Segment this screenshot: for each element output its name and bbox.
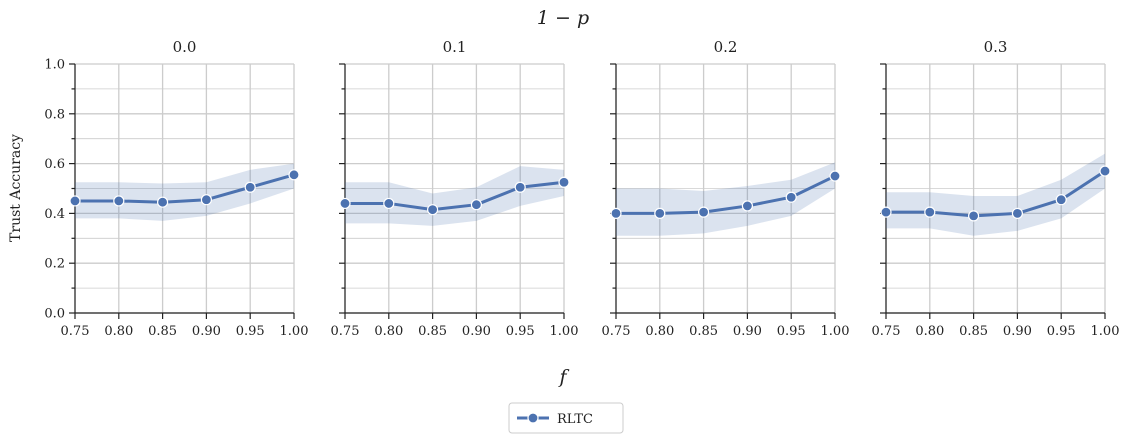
x-tick-label: 0.95 [506, 324, 535, 339]
x-tick-label: 0.85 [148, 324, 177, 339]
x-tick-label: 0.75 [872, 324, 901, 339]
series-line [75, 173, 295, 204]
legend-box [508, 402, 624, 434]
data-point [1011, 207, 1024, 219]
y-tick-label: 0.4 [44, 207, 65, 222]
confidence-band [75, 163, 294, 221]
data-point [514, 181, 526, 193]
data-point [967, 210, 980, 222]
y-tick-label: 0.0 [44, 307, 65, 322]
x-tick-label: 0.90 [1003, 324, 1032, 339]
panel-title: 0.1 [443, 38, 467, 56]
data-point [1055, 194, 1067, 206]
confidence-band [345, 166, 564, 226]
y-axis-label: Trust Accuracy [8, 134, 24, 242]
x-tick-label: 0.85 [418, 324, 447, 339]
suptitle: 1 − p [537, 7, 589, 29]
data-point [200, 194, 212, 206]
x-tick-label: 0.75 [331, 324, 360, 339]
data-point [470, 199, 482, 211]
x-tick-label: 0.85 [689, 324, 718, 339]
x-axis-label: f [557, 366, 569, 388]
x-tick-label: 0.95 [236, 324, 265, 339]
panel-title: 0.3 [984, 38, 1008, 56]
x-tick-label: 1.00 [821, 324, 850, 339]
legend-marker [527, 412, 539, 424]
data-point [697, 206, 710, 218]
panels: 0.0 0.0 0.2 0.4 0.6 0.8 1.0 0.75 0.80 0.85 0.90 0.9… [44, 38, 1119, 339]
data-point [741, 200, 754, 212]
y-tick-label: 0.8 [44, 107, 65, 122]
x-tick-label: 0.80 [645, 324, 674, 339]
x-tick-label: 1.00 [280, 324, 309, 339]
panel-title: 0.2 [714, 38, 738, 56]
panel-0: 0.0 0.0 0.2 0.4 0.6 0.8 1.0 0.75 0.80 0.85 0.90 0.9… [44, 38, 308, 339]
data-point [654, 207, 666, 219]
x-tick-label: 0.85 [959, 324, 988, 339]
data-point [113, 195, 125, 207]
x-tick-label: 0.95 [777, 324, 806, 339]
panel-title: 0.0 [173, 38, 197, 56]
panel-3: 0.3 0.75 0.80 0.85 0.90 0.95 1.00 [872, 38, 1120, 339]
data-point [427, 204, 439, 216]
x-tick-label: 0.95 [1047, 324, 1076, 339]
x-tick-label: 1.00 [550, 324, 579, 339]
y-tick-label: 0.2 [44, 257, 65, 272]
data-point [610, 207, 622, 219]
x-tick-label: 1.00 [1091, 324, 1120, 339]
data-point [785, 191, 797, 203]
data-point [244, 181, 256, 193]
data-point [558, 176, 570, 188]
panel-1: 0.1 0.75 0.80 0.85 0.90 0.95 1.00 [331, 38, 579, 339]
x-tick-label: 0.75 [602, 324, 631, 339]
y-tick-label: 1.0 [44, 58, 65, 73]
data-point [69, 195, 81, 207]
data-point [157, 196, 169, 208]
y-tick-label: 0.6 [44, 157, 65, 172]
data-point [924, 206, 936, 218]
x-tick-label: 0.90 [462, 324, 491, 339]
data-point [1099, 165, 1111, 177]
x-tick-label: 0.80 [374, 324, 403, 339]
legend-label: RLTC [557, 412, 593, 427]
data-point [880, 206, 892, 218]
confidence-band [886, 153, 1105, 236]
legend: RLTC [508, 402, 624, 434]
x-tick-label: 0.90 [733, 324, 762, 339]
x-tick-label: 0.90 [192, 324, 221, 339]
x-tick-label: 0.80 [915, 324, 944, 339]
series-line [345, 180, 565, 212]
confidence-band [616, 162, 835, 236]
data-point [288, 169, 300, 181]
data-point [829, 170, 841, 182]
x-tick-label: 0.80 [104, 324, 133, 339]
panel-2: 0.2 0.75 0.80 0.85 0.90 0.95 1.00 [602, 38, 850, 339]
series-line [886, 169, 1106, 218]
data-point [339, 197, 351, 210]
series-line [616, 174, 836, 215]
data-point [383, 197, 395, 210]
x-tick-label: 0.75 [61, 324, 90, 339]
